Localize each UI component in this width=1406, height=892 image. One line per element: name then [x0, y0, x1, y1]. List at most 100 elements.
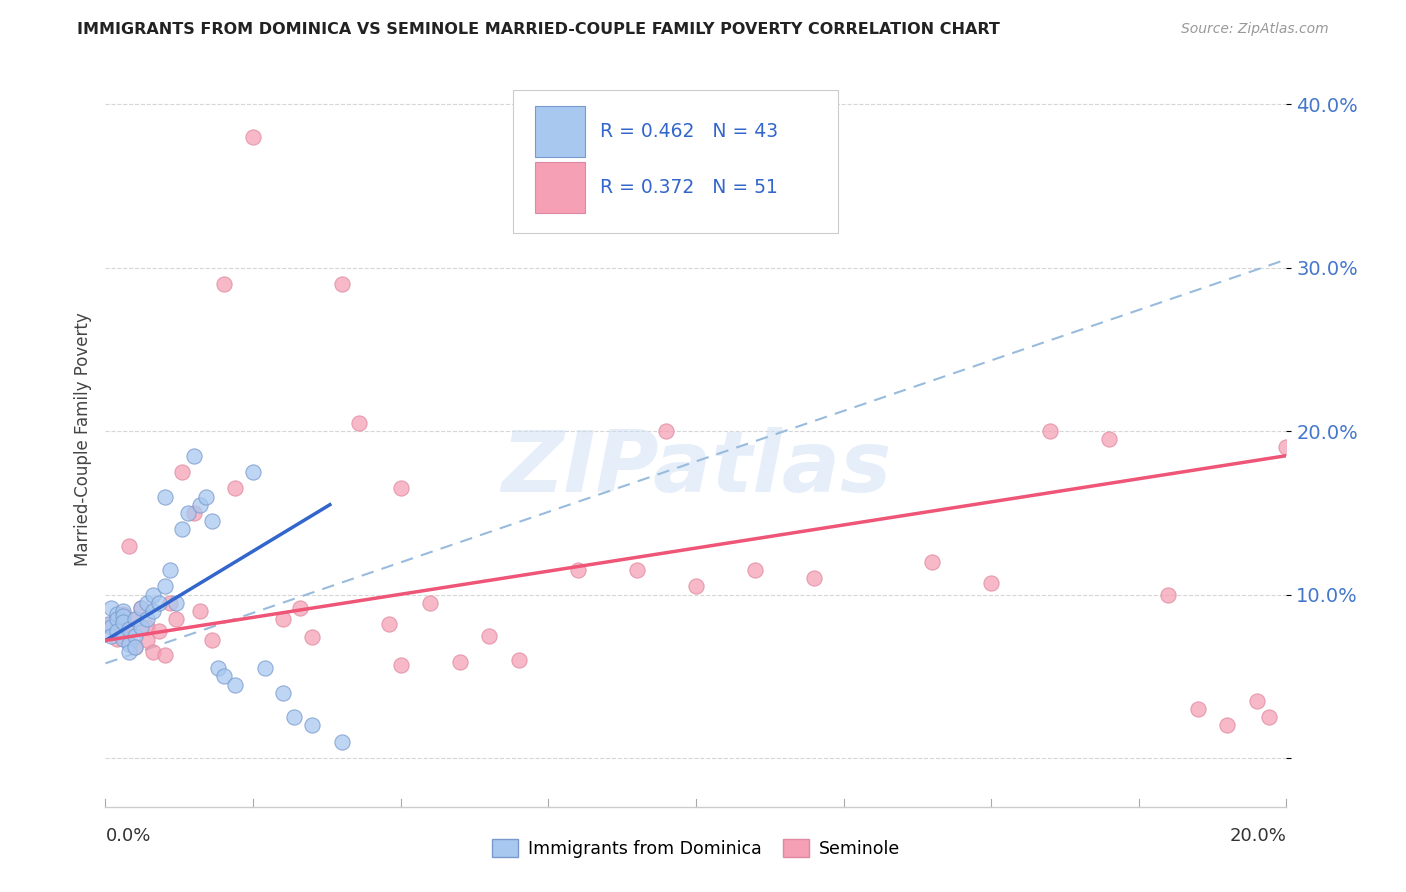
Point	[1257, 710, 1279, 724]
Point	[1187, 702, 1209, 716]
Point	[100, 620, 122, 634]
Text: IMMIGRANTS FROM DOMINICA VS SEMINOLE MARRIED-COUPLE FAMILY POVERTY CORRELATION C: IMMIGRANTS FROM DOMINICA VS SEMINOLE MAR…	[77, 22, 1000, 37]
Text: Source: ZipAtlas.com: Source: ZipAtlas.com	[1181, 22, 1329, 37]
Point	[135, 612, 157, 626]
Point	[301, 630, 323, 644]
Point	[188, 604, 211, 618]
Point	[419, 596, 441, 610]
Point	[1216, 718, 1239, 732]
Point	[105, 624, 128, 638]
Point	[655, 424, 678, 438]
Point	[124, 640, 146, 654]
Text: ZIPatlas: ZIPatlas	[501, 427, 891, 510]
Point	[626, 563, 648, 577]
Point	[105, 632, 128, 646]
Text: R = 0.462   N = 43: R = 0.462 N = 43	[600, 122, 779, 141]
Point	[112, 632, 135, 646]
Point	[112, 607, 135, 622]
Text: 0.0%: 0.0%	[105, 827, 150, 845]
Point	[194, 490, 217, 504]
Point	[112, 604, 135, 618]
Point	[172, 465, 194, 479]
Point	[1275, 441, 1298, 455]
Point	[100, 617, 122, 632]
Point	[112, 615, 135, 630]
Point	[124, 640, 146, 654]
Point	[207, 661, 229, 675]
Point	[1098, 433, 1121, 447]
Point	[142, 588, 165, 602]
Point	[177, 506, 200, 520]
Point	[183, 449, 205, 463]
FancyBboxPatch shape	[536, 106, 585, 158]
Point	[224, 482, 246, 496]
Point	[567, 563, 589, 577]
Point	[201, 514, 224, 528]
Point	[1157, 588, 1180, 602]
Point	[212, 669, 235, 683]
Point	[1246, 694, 1268, 708]
Point	[290, 600, 312, 615]
Point	[148, 596, 170, 610]
Point	[389, 658, 412, 673]
Point	[212, 277, 235, 291]
Point	[142, 604, 165, 618]
Point	[129, 600, 152, 615]
Point	[330, 277, 353, 291]
Point	[153, 648, 176, 662]
Point	[153, 580, 176, 594]
Point	[118, 622, 141, 636]
Point	[921, 555, 943, 569]
Point	[165, 596, 187, 610]
Point	[124, 612, 146, 626]
Y-axis label: Married-Couple Family Poverty: Married-Couple Family Poverty	[73, 312, 91, 566]
Point	[124, 612, 146, 626]
Point	[118, 637, 141, 651]
Point	[188, 498, 211, 512]
Legend: Immigrants from Dominica, Seminole: Immigrants from Dominica, Seminole	[485, 832, 907, 865]
Point	[744, 563, 766, 577]
Text: 20.0%: 20.0%	[1230, 827, 1286, 845]
Point	[124, 628, 146, 642]
Point	[129, 620, 152, 634]
Point	[165, 612, 187, 626]
Point	[685, 580, 707, 594]
Point	[112, 628, 135, 642]
FancyBboxPatch shape	[536, 161, 585, 213]
Point	[135, 620, 157, 634]
Point	[142, 645, 165, 659]
Point	[172, 522, 194, 536]
Point	[349, 416, 371, 430]
Point	[242, 129, 264, 144]
Point	[201, 633, 224, 648]
Point	[159, 596, 181, 610]
Point	[135, 633, 157, 648]
FancyBboxPatch shape	[513, 90, 838, 234]
Point	[129, 600, 152, 615]
Point	[271, 612, 294, 626]
Point	[508, 653, 530, 667]
Point	[118, 624, 141, 638]
Point	[283, 710, 305, 724]
Text: R = 0.372   N = 51: R = 0.372 N = 51	[600, 178, 778, 197]
Point	[980, 576, 1002, 591]
Point	[153, 490, 176, 504]
Point	[224, 678, 246, 692]
Point	[271, 686, 294, 700]
Point	[105, 607, 128, 622]
Point	[803, 571, 825, 585]
Point	[112, 609, 135, 624]
Point	[449, 655, 471, 669]
Point	[100, 600, 122, 615]
Point	[148, 624, 170, 638]
Point	[330, 735, 353, 749]
Point	[97, 617, 120, 632]
Point	[159, 563, 181, 577]
Point	[135, 596, 157, 610]
Point	[118, 645, 141, 659]
Point	[183, 506, 205, 520]
Point	[105, 612, 128, 626]
Point	[378, 617, 401, 632]
Point	[242, 465, 264, 479]
Point	[389, 482, 412, 496]
